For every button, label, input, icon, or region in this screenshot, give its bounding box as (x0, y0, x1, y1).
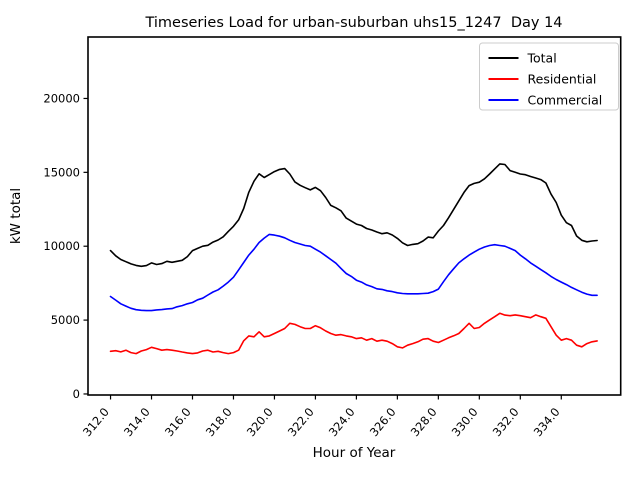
x-axis-label: Hour of Year (313, 445, 396, 461)
axes-frame (87, 36, 622, 396)
chart-title: Timeseries Load for urban-suburban uhs15… (144, 15, 562, 31)
legend-label-total: Total (527, 51, 557, 66)
series-line-commercial (109, 233, 598, 312)
series-line-total (109, 163, 598, 268)
y-tick-label: 10000 (43, 239, 80, 253)
series-line-residential (109, 312, 598, 355)
y-tick-label: 0 (73, 387, 80, 401)
legend-label-residential: Residential (528, 72, 597, 87)
legend-box (479, 42, 619, 111)
legend-label-commercial: Commercial (528, 93, 603, 108)
y-tick-label: 20000 (43, 91, 80, 105)
y-axis-label: kW total (8, 188, 24, 244)
y-axis-ticks: 0 5000 10000 15000 20000 (43, 91, 88, 401)
y-tick-label: 5000 (51, 313, 80, 327)
y-tick-label: 15000 (43, 165, 80, 179)
plot-lines (109, 163, 598, 355)
legend: Total Residential Commercial (479, 42, 619, 111)
